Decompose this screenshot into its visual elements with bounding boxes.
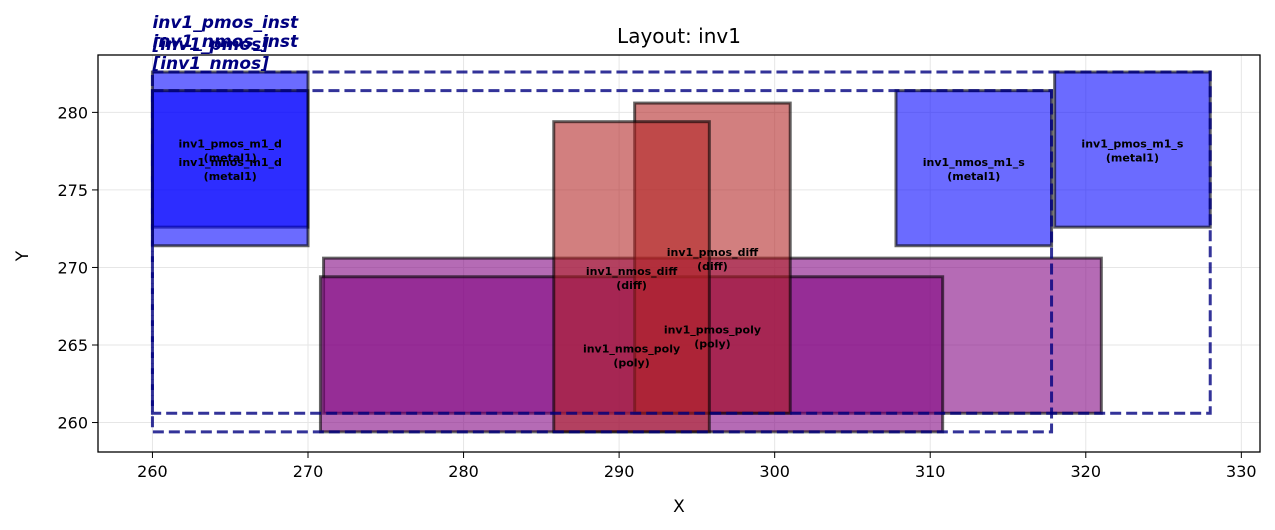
shape-inv1_nmos_diff: [552, 120, 711, 434]
layout-shapes: [150, 70, 1212, 434]
shape-label: inv1_nmos_m1_s: [923, 156, 1025, 169]
plot-frame: [97, 54, 1261, 453]
shape-label: inv1_nmos_m1_d: [179, 156, 282, 169]
x-axis-label: X: [673, 497, 685, 517]
shape-layer-label: (metal1): [204, 170, 257, 183]
x-tick-label: 300: [759, 462, 790, 481]
x-tick-label: 320: [1071, 462, 1102, 481]
instance-cell-label: [inv1_pmos]: [151, 35, 269, 55]
x-tick-label: 290: [604, 462, 635, 481]
shape-layer-label: (diff): [697, 260, 728, 273]
shape-label: inv1_pmos_poly: [664, 324, 761, 337]
chart-title: Layout: inv1: [617, 24, 741, 48]
shape-label: inv1_pmos_m1_d: [179, 138, 282, 151]
shape-label: inv1_pmos_diff: [667, 246, 759, 259]
x-tick-label: 330: [1226, 462, 1257, 481]
instance-cell-label: [inv1_nmos]: [151, 54, 269, 74]
shape-layer-label: (poly): [694, 338, 730, 351]
y-axis-ticks: 260 265 270 275 280: [57, 103, 98, 433]
shape-layer-label: (diff): [616, 279, 647, 292]
instance-outlines: [150, 70, 1212, 434]
y-axis-label: Y: [13, 250, 33, 262]
y-tick-label: 265: [57, 336, 88, 355]
shape-layer-label: (metal1): [947, 170, 1000, 183]
shape-label: inv1_nmos_diff: [586, 265, 677, 278]
y-tick-label: 275: [57, 181, 88, 200]
shape-inv1_nmos_m1_s: [894, 89, 1054, 248]
y-tick-label: 270: [57, 258, 88, 277]
x-tick-label: 270: [293, 462, 324, 481]
shape-label: inv1_pmos_m1_s: [1081, 138, 1183, 151]
shape-labels: inv1_pmos_poly(poly)inv1_nmos_poly(poly)…: [179, 138, 1184, 370]
shape-label: inv1_nmos_poly: [583, 342, 680, 355]
instance-name-label: inv1_pmos_inst: [152, 13, 299, 33]
x-axis-ticks: 260 270 280 290 300 310 320 330: [137, 452, 1257, 481]
shape-layer-label: (poly): [613, 356, 649, 369]
instance-outline-inv1_nmos_inst: [150, 89, 1054, 434]
x-tick-label: 260: [137, 462, 168, 481]
shape-layer-label: (metal1): [1106, 152, 1159, 165]
x-tick-label: 310: [915, 462, 946, 481]
x-tick-label: 280: [448, 462, 479, 481]
shape-layer-label: (metal1): [204, 152, 257, 165]
y-tick-label: 280: [57, 103, 88, 122]
instance-labels: inv1_pmos_inst[inv1_pmos]inv1_nmos_inst[…: [151, 13, 299, 74]
instance-name-label: inv1_nmos_inst: [152, 32, 299, 52]
y-tick-label: 260: [57, 414, 88, 433]
